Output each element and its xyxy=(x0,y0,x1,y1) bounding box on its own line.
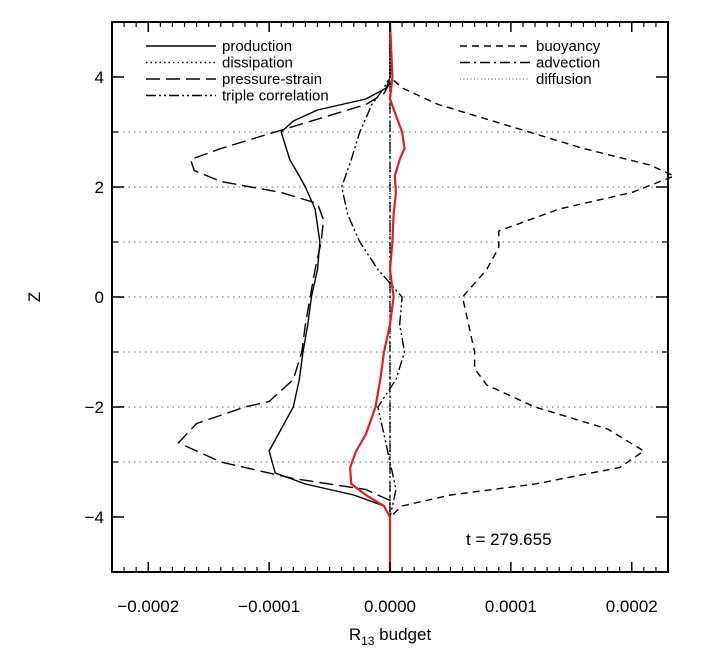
y-tick-label-0: −4 xyxy=(85,508,104,527)
y-tick-label-4: 4 xyxy=(95,68,104,87)
legend-label-dissipation: dissipation xyxy=(222,55,293,72)
legend-label-pressure-strain: pressure-strain xyxy=(222,71,322,88)
series-layer xyxy=(177,21,675,572)
tick-labels: −0.0002 −0.0001 0.0000 0.0001 0.0002 −4 −2 0 2 4 xyxy=(85,68,658,616)
grid-lines xyxy=(112,131,668,463)
x-tick-label-0: −0.0002 xyxy=(117,597,179,616)
series-line-triple-correlation xyxy=(341,22,406,572)
series-line-buoyancy xyxy=(389,22,675,572)
legend-label-diffusion: diffusion xyxy=(536,71,592,88)
series-line-red-7 xyxy=(349,21,406,572)
x-axis-title-main: R xyxy=(349,625,361,644)
x-axis-title-suffix: budget xyxy=(374,625,431,644)
x-axis-title-subscript: 13 xyxy=(361,634,375,648)
legend-label-triple-correlation: triple correlation xyxy=(222,88,329,105)
ticks-layer xyxy=(111,22,669,572)
time-annotation: t = 279.655 xyxy=(466,530,552,549)
x-tick-label-1: −0.0001 xyxy=(238,597,300,616)
legend: productiondissipationpressure-straintrip… xyxy=(146,38,601,105)
series-line-production xyxy=(268,22,391,572)
series-line-pressure-strain xyxy=(177,22,391,572)
legend-label-buoyancy: buoyancy xyxy=(536,38,601,55)
x-axis-title: R13 budget xyxy=(349,625,432,648)
y-axis-title: Z xyxy=(25,292,44,302)
y-tick-label-3: 2 xyxy=(95,178,104,197)
y-tick-label-2: 0 xyxy=(95,288,104,307)
y-tick-label-1: −2 xyxy=(85,398,104,417)
legend-label-advection: advection xyxy=(536,55,600,72)
x-tick-label-3: 0.0001 xyxy=(485,597,537,616)
legend-label-production: production xyxy=(222,38,292,55)
x-tick-label-2: 0.0000 xyxy=(364,597,416,616)
x-tick-label-4: 0.0002 xyxy=(606,597,658,616)
